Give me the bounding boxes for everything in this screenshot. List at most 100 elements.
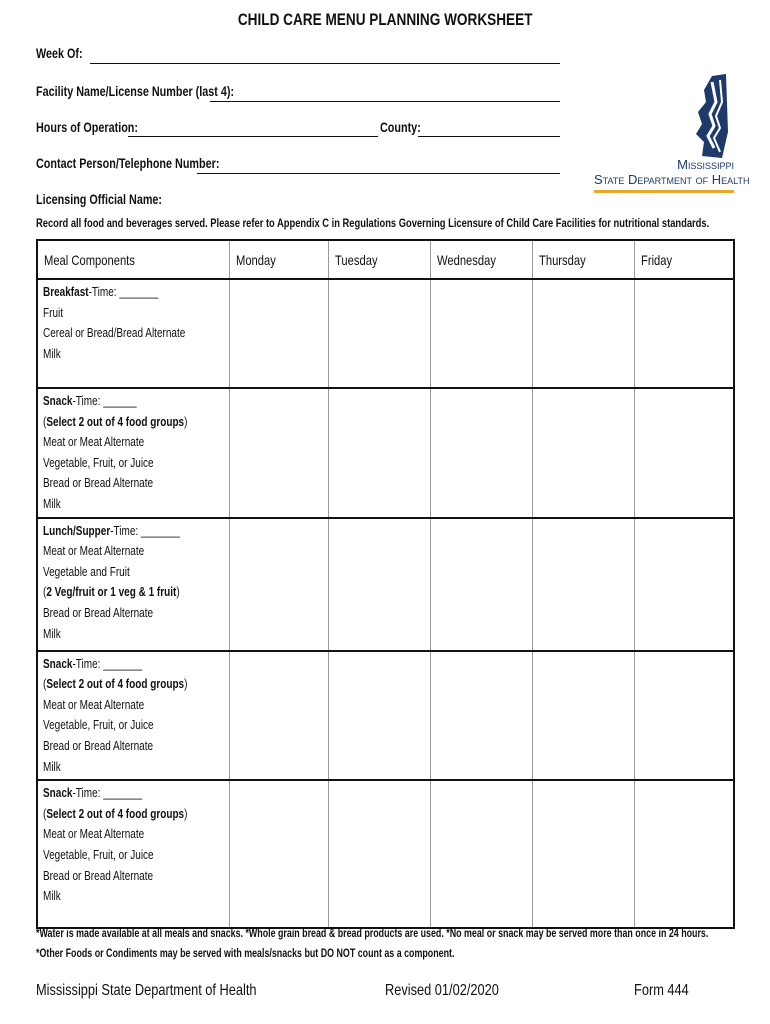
menu-entry-cell-monday[interactable] — [228, 278, 330, 389]
meal-components-cell: Snack-Time: ______ (Select 2 out of 4 foo… — [36, 387, 230, 519]
menu-entry-cell-monday[interactable] — [228, 779, 330, 930]
component-text: -Time: _______ — [72, 786, 143, 801]
component-text: Vegetable, Fruit, or Juice — [43, 847, 154, 862]
menu-entry-cell-tuesday[interactable] — [328, 278, 432, 389]
component-text: Meat or Meat Alternate — [43, 544, 145, 559]
menu-entry-cell-monday[interactable] — [228, 517, 330, 652]
menu-entry-cell-friday[interactable] — [634, 779, 735, 930]
menu-entry-cell-tuesday[interactable] — [328, 387, 432, 519]
menu-entry-cell-wednesday[interactable] — [430, 517, 534, 652]
menu-entry-cell-monday[interactable] — [228, 650, 330, 782]
component-text: ( — [43, 585, 47, 600]
component-text: Milk — [43, 496, 61, 511]
component-text: -Time: _______ — [110, 523, 180, 538]
component-line: Milk — [43, 344, 224, 365]
menu-table: Meal Components Monday Tuesday Wednesday Thu… — [36, 239, 735, 930]
table-header-row: Meal Components Monday Tuesday Wednesday Thu… — [36, 239, 735, 280]
component-text: Milk — [43, 759, 61, 774]
component-line: (2 Veg/fruit or 1 veg & 1 fruit) — [43, 582, 224, 603]
component-text: Meat or Meat Alternate — [43, 697, 145, 712]
component-text: ( — [43, 806, 47, 821]
component-text: Vegetable, Fruit, or Juice — [43, 455, 154, 470]
state-profile-icon — [696, 74, 728, 158]
component-text: -Time: _______ — [88, 285, 159, 299]
component-line: Meat or Meat Alternate — [43, 695, 224, 716]
column-header-tuesday: Tuesday — [328, 239, 432, 280]
component-label-bold: Select 2 out of 4 food groups — [46, 414, 185, 429]
component-label-bold: Lunch/Supper — [43, 523, 111, 538]
component-label-bold: Select 2 out of 4 food groups — [46, 677, 185, 692]
column-header-thursday: Thursday — [532, 239, 636, 280]
component-text: ( — [43, 414, 47, 429]
component-line: Snack-Time: _______ — [43, 654, 224, 675]
component-line: Bread or Bread Alternate — [43, 603, 224, 624]
component-text: Vegetable, Fruit, or Juice — [43, 718, 154, 733]
page-title: CHILD CARE MENU PLANNING WORKSHEET — [237, 10, 533, 29]
facility-label: Facility Name/License Number (last 4): — [36, 84, 235, 99]
component-label-bold: Snack — [43, 656, 73, 671]
logo-text-mississippi: Mississippi — [677, 157, 734, 172]
menu-entry-cell-wednesday[interactable] — [430, 387, 534, 519]
menu-entry-cell-thursday[interactable] — [532, 278, 636, 389]
component-line: Milk — [43, 757, 224, 778]
menu-entry-cell-friday[interactable] — [634, 387, 735, 519]
menu-entry-cell-wednesday[interactable] — [430, 779, 534, 930]
component-text: ) — [184, 414, 188, 429]
component-line: Fruit — [43, 303, 224, 324]
column-header-meal-components: Meal Components — [36, 239, 230, 280]
component-text: Meat or Meat Alternate — [43, 435, 145, 450]
component-line: Vegetable, Fruit, or Juice — [43, 453, 224, 474]
menu-entry-cell-tuesday[interactable] — [328, 650, 432, 782]
component-text: -Time: ______ — [72, 394, 137, 408]
instruction-text: Record all food and beverages served. Pl… — [36, 216, 710, 230]
menu-entry-cell-tuesday[interactable] — [328, 779, 432, 930]
contact-field[interactable] — [197, 173, 560, 174]
note-1: *Water is made available at all meals an… — [36, 926, 709, 940]
component-label-bold: Snack — [43, 786, 73, 801]
note-2: *Other Foods or Condiments may be served… — [36, 946, 455, 960]
county-label: County: — [380, 120, 421, 135]
column-header-friday: Friday — [634, 239, 735, 280]
component-text: Cereal or Bread/Bread Alternate — [43, 326, 186, 341]
county-field[interactable] — [418, 136, 560, 137]
menu-entry-cell-wednesday[interactable] — [430, 278, 534, 389]
table-row: Snack-Time: ______ (Select 2 out of 4 foo… — [36, 387, 735, 519]
component-text: ) — [184, 806, 188, 821]
meal-components-cell: Snack-Time: _______ (Select 2 out of 4 fo… — [36, 650, 230, 782]
component-text: Milk — [43, 889, 61, 904]
component-text: ) — [184, 677, 188, 692]
component-text: -Time: _______ — [72, 656, 143, 671]
facility-field[interactable] — [210, 101, 560, 102]
contact-label: Contact Person/Telephone Number: — [36, 156, 220, 171]
component-line: (Select 2 out of 4 food groups) — [43, 674, 224, 695]
logo-text-department: State Department of Health — [594, 172, 750, 187]
menu-entry-cell-thursday[interactable] — [532, 779, 636, 930]
menu-entry-cell-monday[interactable] — [228, 387, 330, 519]
component-text: Fruit — [43, 305, 63, 320]
menu-entry-cell-friday[interactable] — [634, 278, 735, 389]
component-line: Lunch/Supper-Time: _______ — [43, 521, 224, 542]
logo-underline — [594, 190, 734, 193]
week-of-field[interactable] — [90, 63, 560, 64]
component-line: Meat or Meat Alternate — [43, 432, 224, 453]
menu-entry-cell-thursday[interactable] — [532, 517, 636, 652]
component-line: Meat or Meat Alternate — [43, 824, 224, 845]
column-header-wednesday: Wednesday — [430, 239, 534, 280]
menu-entry-cell-wednesday[interactable] — [430, 650, 534, 782]
footer-org: Mississippi State Department of Health — [36, 982, 257, 999]
component-line: Milk — [43, 494, 224, 515]
table-row: Breakfast-Time: _______ Fruit Cereal or Br… — [36, 278, 735, 389]
menu-entry-cell-friday[interactable] — [634, 650, 735, 782]
menu-entry-cell-friday[interactable] — [634, 517, 735, 652]
hours-field[interactable] — [128, 136, 378, 137]
table-row: Lunch/Supper-Time: _______ Meat or Meat A… — [36, 517, 735, 652]
component-text: Bread or Bread Alternate — [43, 476, 154, 491]
component-line: (Select 2 out of 4 food groups) — [43, 804, 224, 825]
component-text: Bread or Bread Alternate — [43, 605, 154, 620]
component-line: Vegetable and Fruit — [43, 562, 224, 583]
menu-entry-cell-thursday[interactable] — [532, 650, 636, 782]
menu-entry-cell-tuesday[interactable] — [328, 517, 432, 652]
component-line: Milk — [43, 886, 224, 907]
menu-entry-cell-thursday[interactable] — [532, 387, 636, 519]
component-line: Vegetable, Fruit, or Juice — [43, 715, 224, 736]
